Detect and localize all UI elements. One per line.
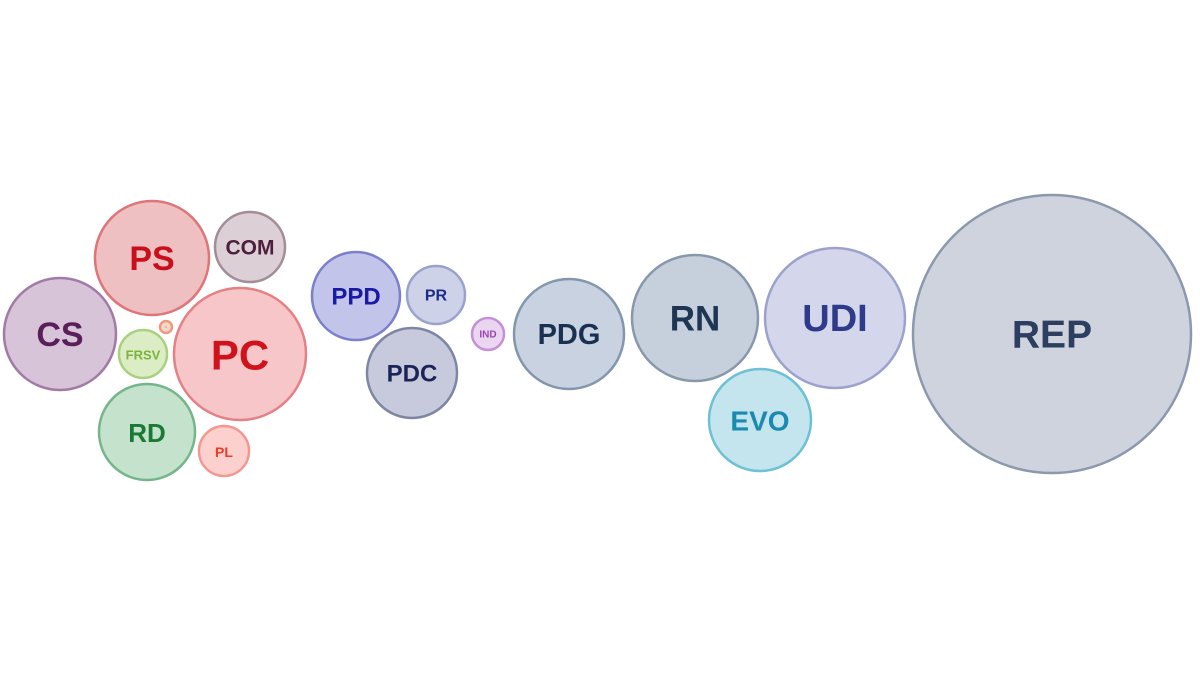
bubble-label: IND	[479, 330, 496, 341]
bubble-udi: UDI	[763, 246, 907, 390]
bubble-ppd: PPD	[310, 250, 402, 342]
bubble-label: RD	[128, 418, 166, 448]
bubble-pdg: PDG	[512, 277, 626, 391]
bubble-label: FRSV	[126, 348, 161, 363]
bubble-label: PL	[215, 444, 233, 460]
bubble-circle	[197, 424, 251, 478]
bubble-cs: CS	[2, 276, 118, 392]
bubble-label: PPD	[331, 284, 380, 311]
bubble-com: COM	[213, 210, 287, 284]
bubble-label: PS	[129, 240, 174, 278]
bubble-circle	[310, 250, 402, 342]
bubble-circle	[172, 286, 308, 422]
bubble-circle	[512, 277, 626, 391]
bubble-evo: EVO	[707, 367, 813, 473]
bubble-pc: PC	[172, 286, 308, 422]
bubble-label: UDI	[802, 298, 867, 340]
bubble-circle	[470, 316, 506, 352]
bubble-rep: REP	[911, 193, 1193, 475]
bubble-label: PDC	[387, 361, 438, 388]
bubble-circle	[2, 276, 118, 392]
bubble-circle	[158, 319, 174, 335]
bubble-label: REP	[1012, 314, 1092, 357]
bubble-circle	[405, 264, 467, 326]
bubble-label: COM	[226, 237, 275, 260]
bubble-rd: RD	[97, 382, 197, 482]
bubble-circle	[763, 246, 907, 390]
bubble-circle	[93, 199, 211, 317]
bubble-label: CS	[36, 316, 83, 354]
bubble-ind: IND	[470, 316, 506, 352]
bubble-label: PDG	[538, 319, 601, 351]
bubble-circle	[117, 328, 169, 380]
bubble-circle	[911, 193, 1193, 475]
bubble-label: RN	[670, 300, 721, 339]
bubble-pr: PR	[405, 264, 467, 326]
bubble-circle	[97, 382, 197, 482]
bubble-circle	[213, 210, 287, 284]
bubble-rn: RN	[630, 253, 760, 383]
bubble-circle	[707, 367, 813, 473]
bubble-label: PC	[211, 332, 269, 379]
bubble-ps: PS	[93, 199, 211, 317]
bubble-circle	[365, 326, 459, 420]
bubble-circle	[630, 253, 760, 383]
bubble-label: EVO	[730, 406, 789, 437]
bubble-label: ··	[164, 325, 168, 331]
bubble-pl: PL	[197, 424, 251, 478]
bubble-label: PR	[425, 288, 448, 305]
bubble-tiny: ··	[158, 319, 174, 335]
bubble-frsv: FRSV	[117, 328, 169, 380]
bubble-pdc: PDC	[365, 326, 459, 420]
